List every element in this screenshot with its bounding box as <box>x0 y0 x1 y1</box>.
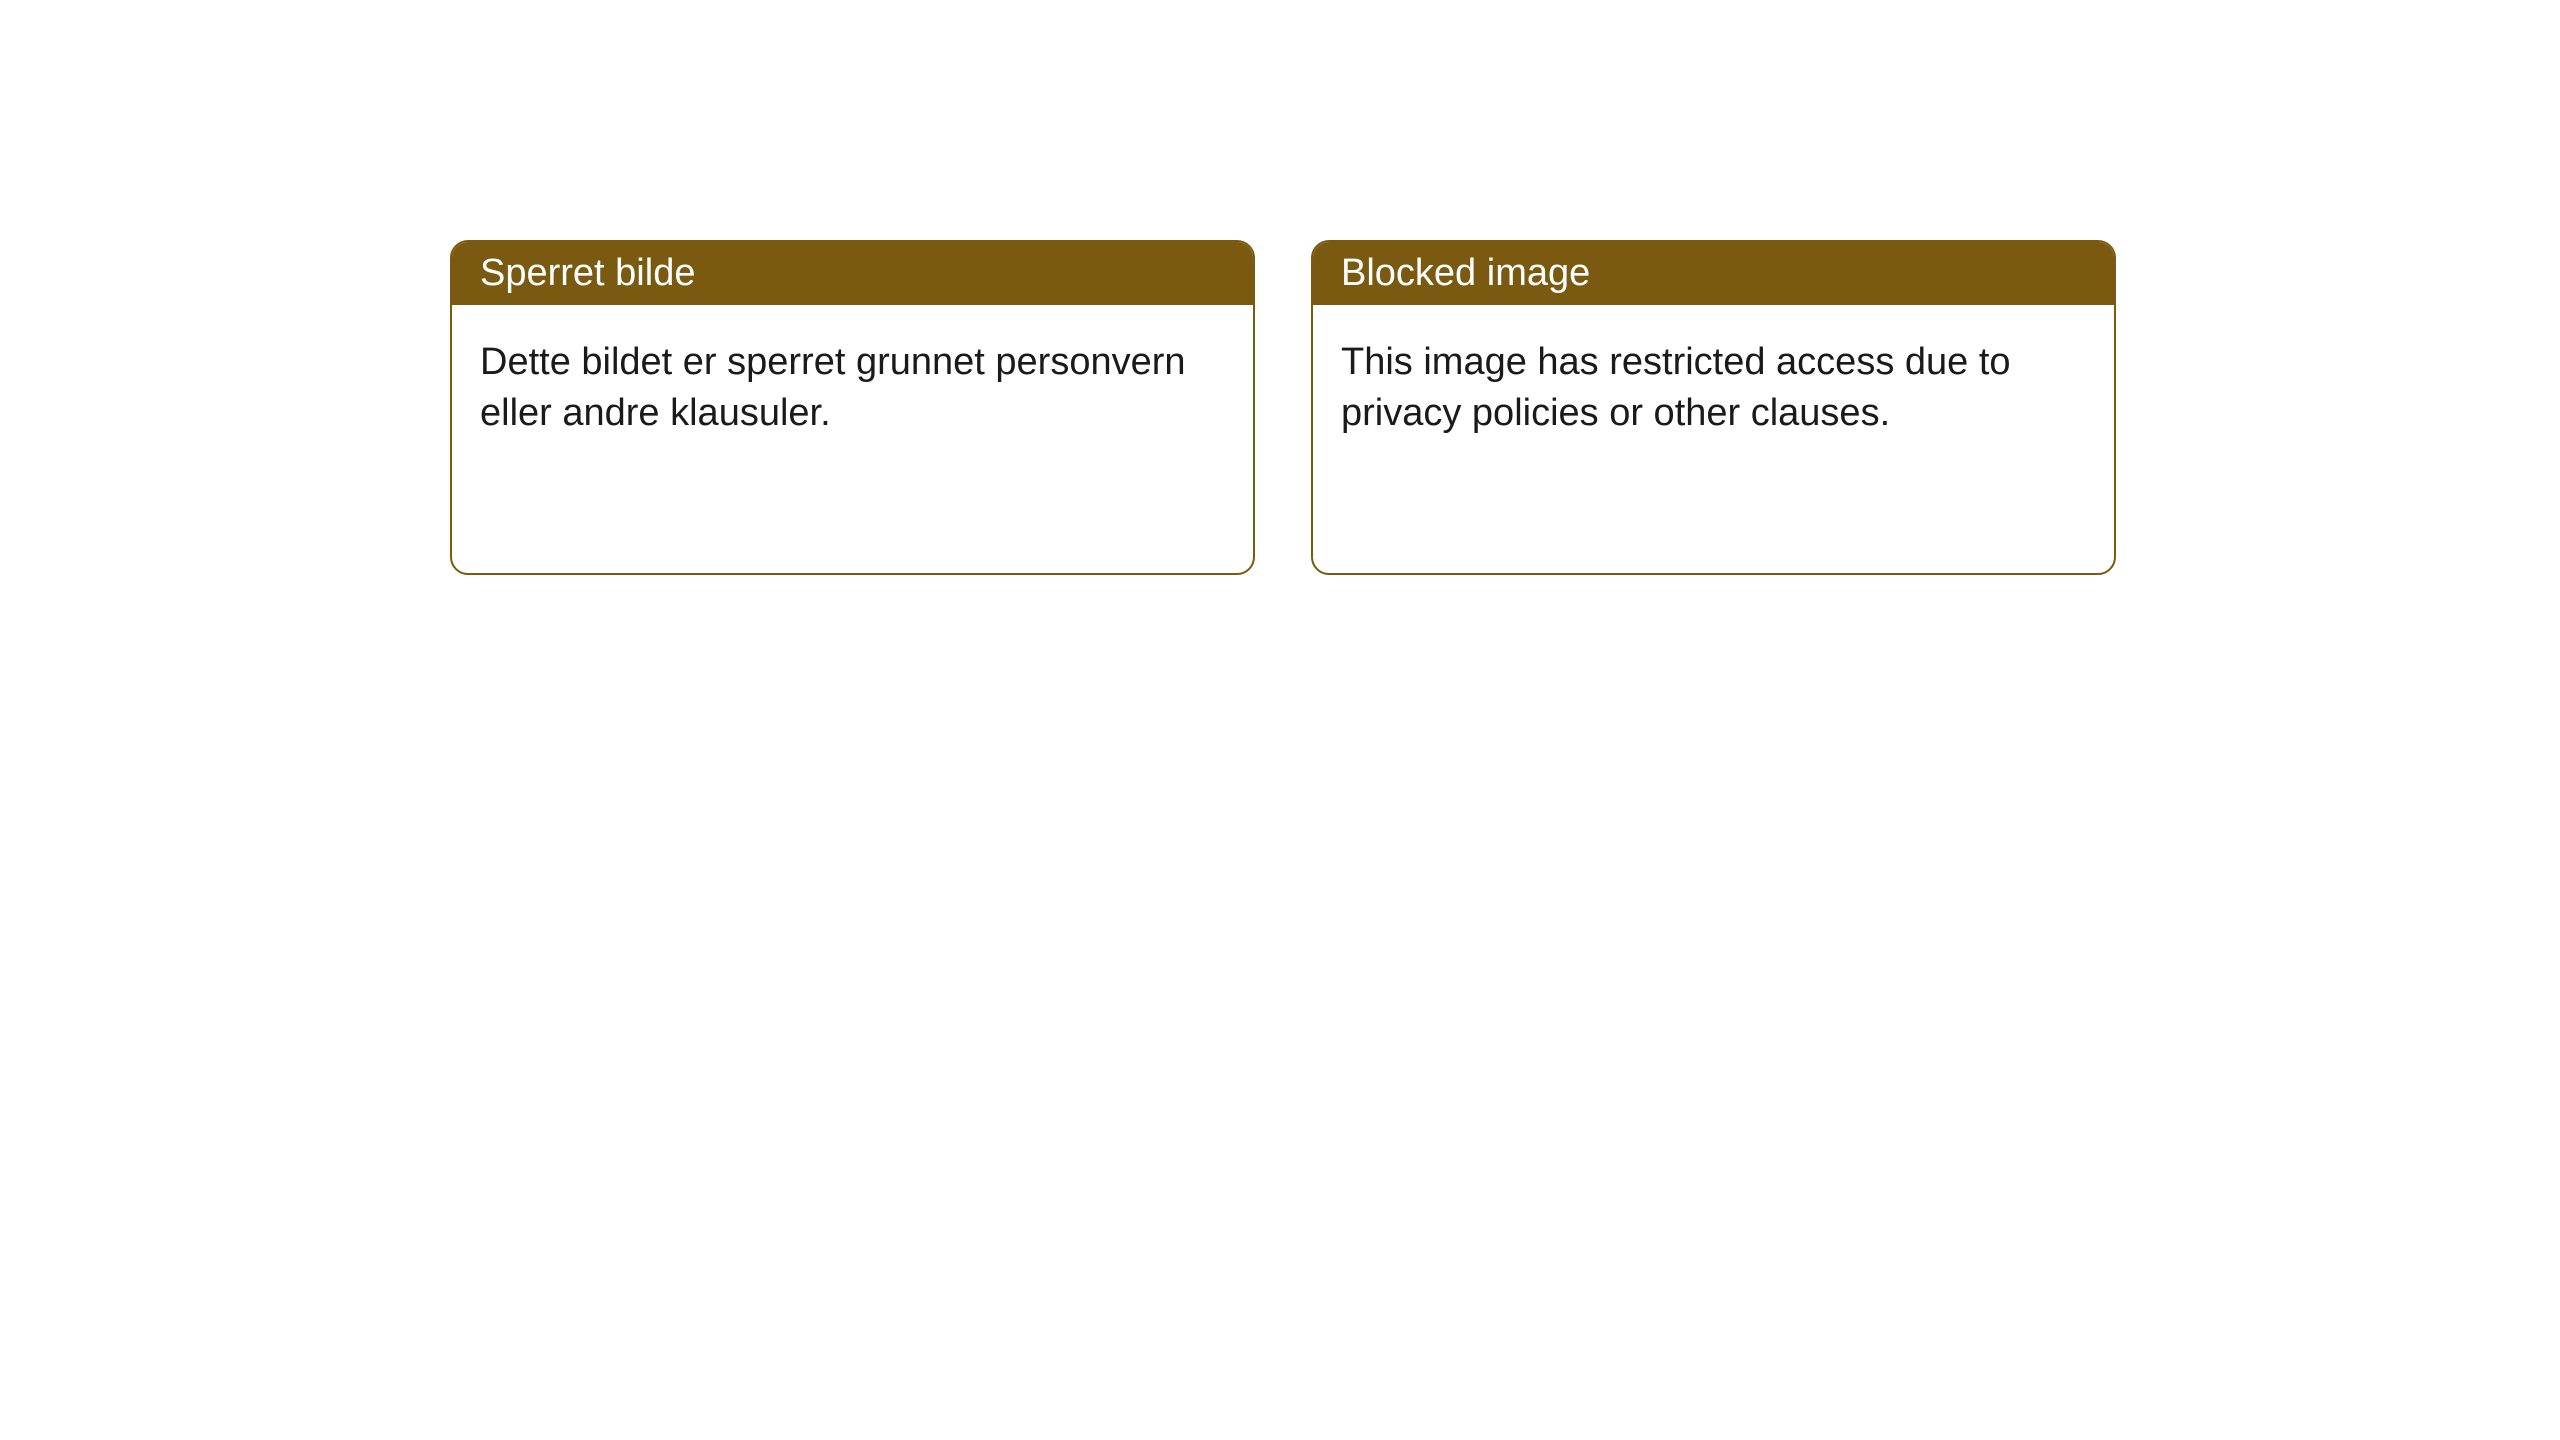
notice-header: Sperret bilde <box>452 242 1253 305</box>
notice-body: Dette bildet er sperret grunnet personve… <box>452 305 1253 472</box>
notice-card-english: Blocked image This image has restricted … <box>1311 240 2116 575</box>
notice-body: This image has restricted access due to … <box>1313 305 2114 472</box>
notice-header: Blocked image <box>1313 242 2114 305</box>
notice-container: Sperret bilde Dette bildet er sperret gr… <box>450 240 2560 575</box>
notice-card-norwegian: Sperret bilde Dette bildet er sperret gr… <box>450 240 1255 575</box>
